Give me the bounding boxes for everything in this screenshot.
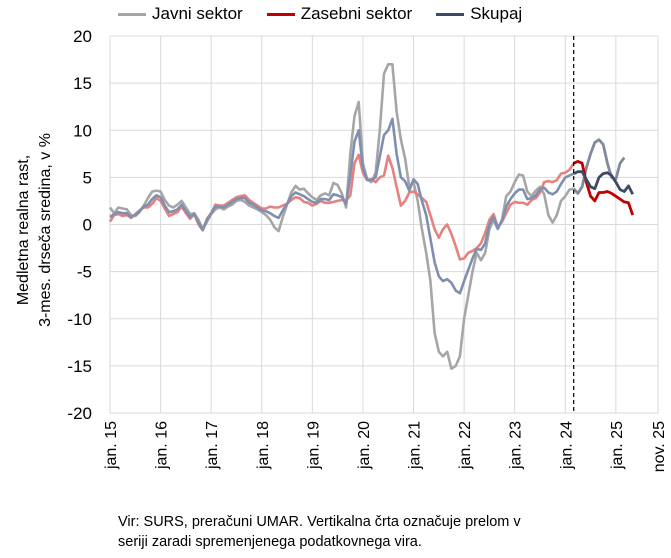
y-tick-label: 5 (83, 168, 92, 187)
y-tick-label: 15 (73, 74, 92, 93)
y-tick-label: -10 (67, 310, 92, 329)
x-tick-labels: jan. 15 jan. 16 jan. 17 jan. 18 jan. 19 jan. … (103, 421, 668, 472)
x-tick-label: jan. 24 (558, 421, 575, 470)
y-tick-label: -20 (67, 404, 92, 423)
y-tick-labels: 20 15 10 5 0 -5 -10 -15 -20 (67, 27, 92, 423)
legend-label-skupaj: Skupaj (470, 4, 523, 23)
y-tick-label: 10 (73, 121, 92, 140)
x-tick-label: jan. 25 (609, 421, 626, 470)
y-tick-label: 20 (73, 27, 92, 46)
x-tick-label: jan. 21 (407, 421, 424, 470)
grid (109, 35, 659, 414)
legend-swatch-zasebni (266, 12, 295, 16)
legend-swatch-skupaj (436, 12, 465, 16)
legend-item-javni: Javni sektor (118, 4, 243, 24)
legend: Javni sektor Zasebni sektor Skupaj (118, 4, 522, 24)
series-lines (108, 63, 635, 371)
legend-label-javni: Javni sektor (152, 4, 243, 23)
y-tick-label: 0 (83, 216, 92, 235)
legend-label-zasebni: Zasebni sektor (300, 4, 413, 23)
source-note-line1: Vir: SURS, preračuni UMAR. Vertikalna čr… (118, 514, 521, 530)
x-tick-label: jan. 17 (204, 421, 221, 470)
y-tick-label: -5 (77, 263, 92, 282)
legend-swatch-javni (118, 12, 146, 16)
x-tick-label: nov. 25 (651, 421, 668, 472)
legend-item-skupaj: Skupaj (436, 4, 522, 24)
series-line-skupaj-new (573, 170, 634, 195)
y-axis-label-line1: Medletna realna rast, (15, 154, 32, 306)
source-note-line2: seriji zaradi spremenjenega podatkovnega… (118, 534, 422, 550)
legend-item-zasebni: Zasebni sektor (266, 4, 413, 24)
series-line-javni-new (572, 138, 626, 195)
series-line-zasebni-new (573, 159, 635, 216)
x-tick-label: jan. 22 (457, 421, 474, 470)
y-tick-label: -15 (67, 357, 92, 376)
x-tick-label: jan. 23 (508, 421, 525, 470)
y-axis-label-line2: 3-mes. drseča sredina, v % (37, 133, 54, 327)
x-tick-label: jan. 20 (356, 421, 373, 470)
source-note: Vir: SURS, preračuni UMAR. Vertikalna čr… (118, 512, 658, 552)
x-tick-label: jan. 16 (154, 421, 171, 470)
series-line-skupaj-old (109, 117, 575, 295)
x-tick-label: jan. 19 (305, 421, 322, 470)
x-tick-label: jan. 15 (103, 421, 120, 470)
x-tick-label: jan. 18 (255, 421, 272, 470)
